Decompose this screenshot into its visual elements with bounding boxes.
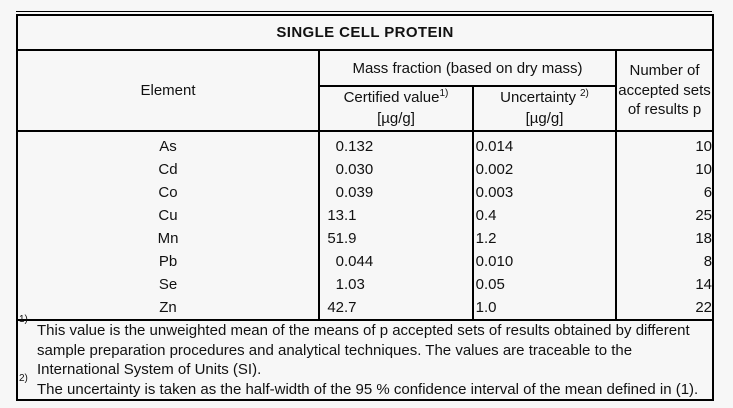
integer-part: 1 [475, 230, 484, 247]
sets-cell: 6 [614, 181, 715, 204]
integer-part: 0 [335, 138, 344, 155]
table-top-rule [16, 11, 712, 12]
uncertainty-cell: 0.002 [472, 158, 617, 181]
certified-value-footnote-ref: 1) [439, 88, 449, 100]
integer-part: 0 [335, 184, 344, 201]
sets-cell: 22 [614, 296, 715, 320]
header-row-sub: Certified value1) [µg/g] Uncertainty 2) [… [17, 85, 713, 132]
uncertainty-cell: 0.010 [472, 250, 617, 273]
table-row-pb: Pb 0.044 0.010 8 [16, 250, 715, 273]
uncertainty-label: Uncertainty [500, 89, 576, 107]
uncertainty-unit: [µg/g] [525, 109, 564, 127]
element-cell: Cd [16, 158, 320, 181]
table-row-cd: Cd 0.030 0.002 10 [16, 158, 715, 181]
fraction-part: .002 [484, 161, 514, 178]
fraction-part: .05 [484, 276, 505, 293]
footnote-1: 1) This value is the unweighted mean of t… [19, 314, 690, 379]
element-cell: Co [16, 181, 320, 204]
header-row-top: Element Mass fraction (based on dry mass… [16, 49, 715, 132]
uncertainty-cell: 0.4 [472, 204, 617, 227]
element-cell: As [16, 131, 320, 158]
certified-value-cell: 0.044 [318, 250, 474, 273]
fraction-part: .044 [344, 253, 374, 270]
integer-part: 42 [327, 299, 344, 316]
table-frame: SINGLE CELL PROTEIN Element Mass fractio… [15, 11, 715, 401]
uncertainty-header: Uncertainty 2) [µg/g] [472, 85, 617, 132]
integer-part: 51 [327, 230, 344, 247]
footnotes-row: 1) This value is the unweighted mean of t… [15, 314, 715, 401]
integer-part: 0 [335, 161, 344, 178]
integer-part: 1 [335, 276, 344, 293]
fraction-part: .039 [344, 184, 374, 201]
element-cell: Mn [16, 227, 320, 250]
fraction-part: .014 [484, 138, 514, 155]
fraction-part: .03 [344, 276, 365, 293]
certified-value-header: Certified value1) [µg/g] [318, 85, 474, 132]
uncertainty-footnote-ref: 2) [579, 88, 589, 100]
table-body: As 0.132 0.014 10 Cd 0.030 0.002 10 Co 0.039 0.003… [16, 131, 715, 320]
sets-cell: 25 [614, 204, 715, 227]
certified-value-cell: 13.1 [318, 204, 474, 227]
integer-part: 13 [327, 207, 344, 224]
sets-cell: 8 [614, 250, 715, 273]
certified-value-cell: 0.132 [318, 131, 474, 158]
uncertainty-cell: 0.014 [472, 131, 617, 158]
footnotes-cell: 1) This value is the unweighted mean of t… [15, 314, 715, 401]
title-row: SINGLE CELL PROTEIN [15, 14, 715, 51]
table-row-mn: Mn 51.9 1.2 18 [16, 227, 715, 250]
certified-value-cell: 0.039 [318, 181, 474, 204]
certificate-table: SINGLE CELL PROTEIN Element Mass fractio… [15, 14, 715, 401]
uncertainty-cell: 0.003 [472, 181, 617, 204]
element-cell: Cu [16, 204, 320, 227]
fraction-part: .0 [484, 299, 497, 316]
uncertainty-cell: 1.0 [472, 296, 617, 320]
table-row-se: Se 1.03 0.05 14 [16, 273, 715, 296]
sets-cell: 10 [614, 131, 715, 158]
certified-value-unit: [µg/g] [377, 109, 415, 127]
sets-column-header: Number of accepted sets of results p [614, 49, 715, 132]
sets-cell: 14 [614, 273, 715, 296]
fraction-part: .9 [344, 230, 357, 247]
table-row-cu: Cu 13.1 0.4 25 [16, 204, 715, 227]
fraction-part: .2 [484, 230, 497, 247]
sets-cell: 18 [614, 227, 715, 250]
integer-part: 0 [475, 207, 484, 224]
certified-value-cell: 51.9 [318, 227, 474, 250]
fraction-part: .003 [484, 184, 514, 201]
table-title: SINGLE CELL PROTEIN [15, 14, 715, 51]
fraction-part: .4 [484, 207, 497, 224]
fraction-part: .132 [344, 138, 374, 155]
footnote-1-text: This value is the unweighted mean of the… [37, 322, 690, 378]
integer-part: 0 [335, 253, 344, 270]
element-cell: Se [16, 273, 320, 296]
sets-cell: 10 [614, 158, 715, 181]
integer-part: 0 [475, 138, 484, 155]
integer-part: 0 [475, 184, 484, 201]
uncertainty-cell: 1.2 [472, 227, 617, 250]
fraction-part: .010 [484, 253, 514, 270]
integer-part: 0 [475, 161, 484, 178]
fraction-part: .7 [344, 299, 357, 316]
mass-fraction-header: Mass fraction (based on dry mass) [318, 49, 617, 87]
table-row-co: Co 0.039 0.003 6 [16, 181, 715, 204]
footnote-2-text: The uncertainty is taken as the half-wid… [37, 380, 699, 398]
integer-part: 0 [475, 253, 484, 270]
certified-value-cell: 1.03 [318, 273, 474, 296]
footnote-2: 2) The uncertainty is taken as the half-w… [19, 372, 699, 398]
element-cell: Pb [16, 250, 320, 273]
fraction-part: .1 [344, 207, 357, 224]
table-row-as: As 0.132 0.014 10 [16, 131, 715, 158]
certified-value-label: Certified value [343, 89, 440, 107]
table-row-zn: Zn 42.7 1.0 22 [16, 296, 715, 320]
element-column-header: Element [16, 49, 320, 132]
certified-value-cell: 0.030 [318, 158, 474, 181]
certified-value-cell: 42.7 [318, 296, 474, 320]
integer-part: 1 [475, 299, 484, 316]
fraction-part: .030 [344, 161, 374, 178]
uncertainty-cell: 0.05 [472, 273, 617, 296]
element-cell: Zn [16, 296, 320, 320]
integer-part: 0 [475, 276, 484, 293]
